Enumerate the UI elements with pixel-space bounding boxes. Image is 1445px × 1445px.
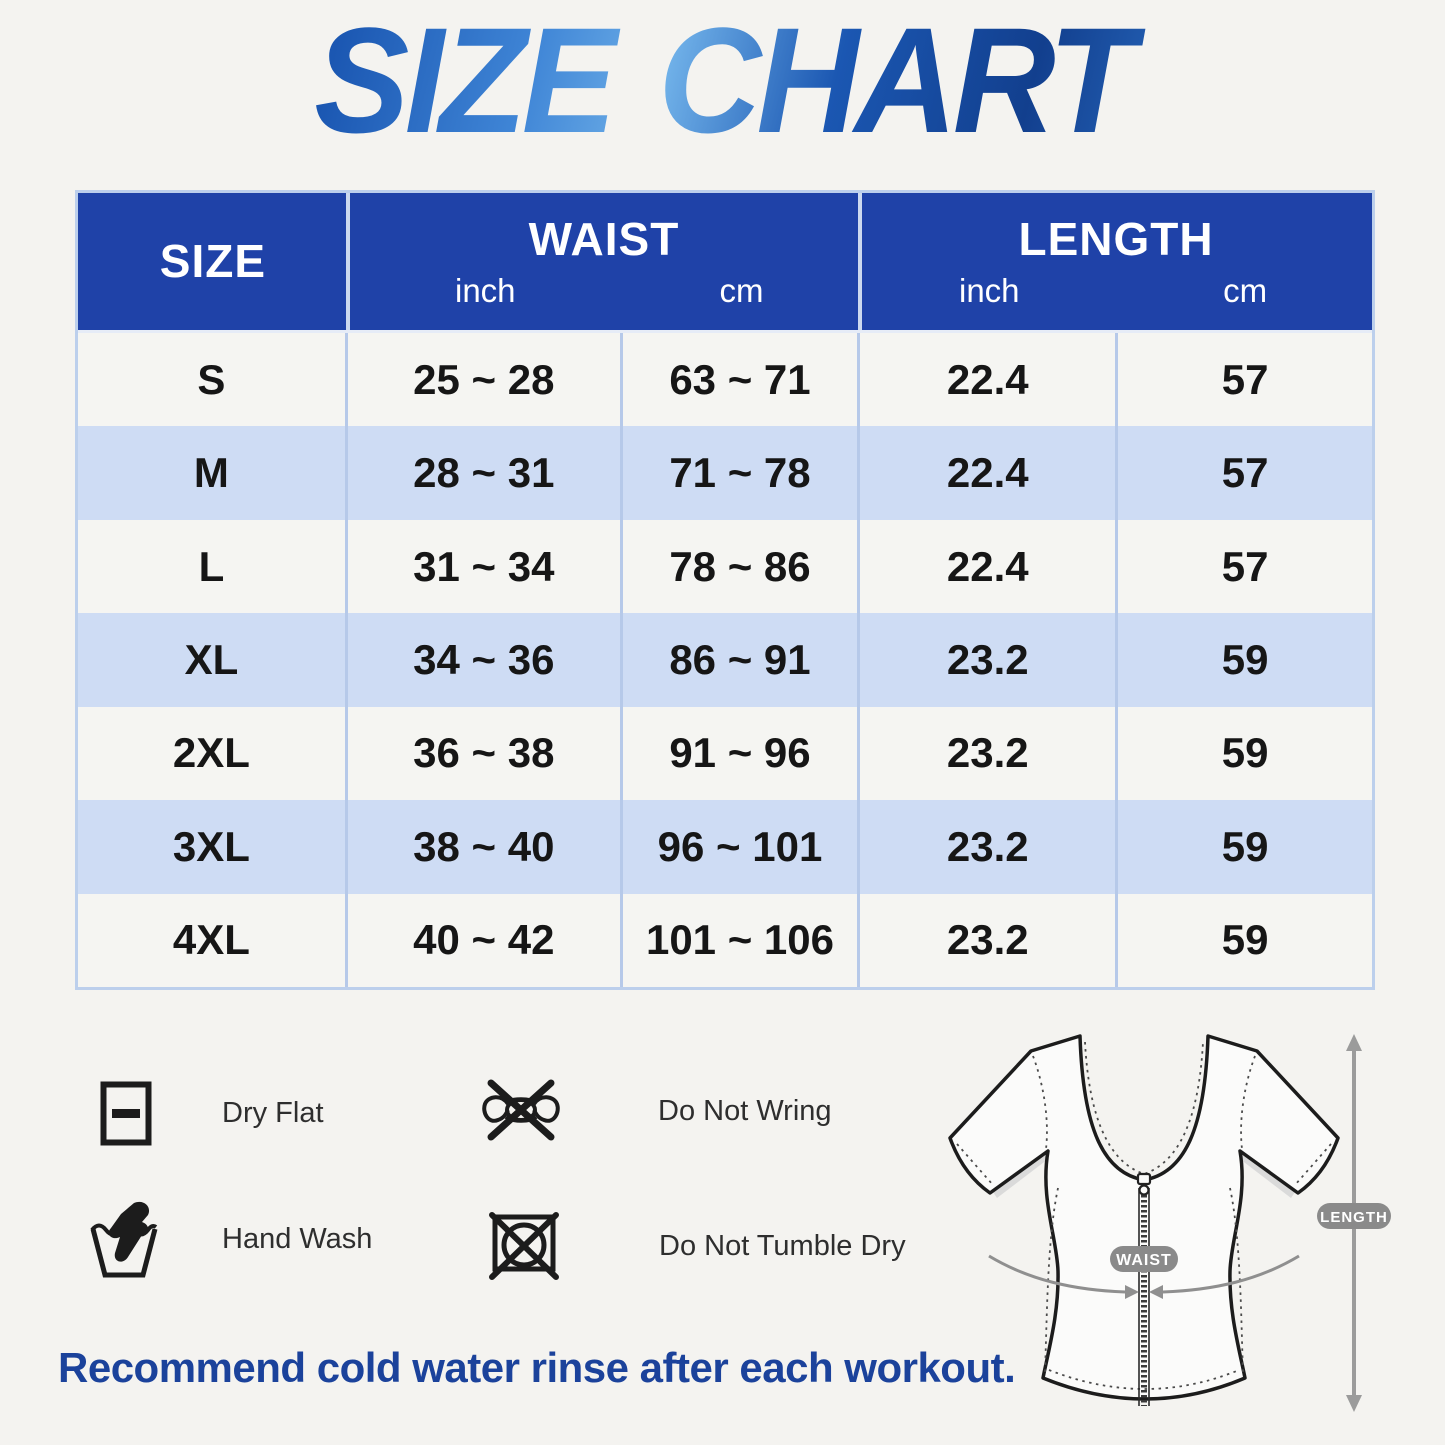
waist-badge-label: WAIST bbox=[1116, 1252, 1172, 1269]
waist-arrow bbox=[988, 1254, 1300, 1299]
zipper bbox=[1136, 1172, 1152, 1406]
waist-inch-cell: 25 ~ 28 bbox=[348, 333, 623, 427]
header-waist-cm: cm bbox=[719, 272, 764, 310]
hand-wash-icon bbox=[90, 1201, 158, 1278]
length-inch-cell: 22.4 bbox=[860, 426, 1119, 520]
table-row: S 25 ~ 28 63 ~ 71 22.4 57 bbox=[78, 333, 1372, 427]
do-not-tumble-dry-icon bbox=[489, 1212, 559, 1280]
length-inch-cell: 23.2 bbox=[860, 800, 1119, 894]
waist-cm-cell: 63 ~ 71 bbox=[623, 333, 861, 427]
garment-illustration: WAIST LENGTH bbox=[948, 1034, 1391, 1412]
length-cm-cell: 59 bbox=[1221, 822, 1269, 870]
waist-cm-cell: 96 ~ 101 bbox=[623, 800, 861, 894]
header-length-inch: inch bbox=[959, 272, 1020, 310]
care-label: Do Not Tumble Dry bbox=[659, 1229, 906, 1262]
length-cm-cell: 59 bbox=[1221, 729, 1269, 777]
table-body: S 25 ~ 28 63 ~ 71 22.4 57 M 28 ~ 31 71 ~… bbox=[78, 333, 1372, 987]
length-inch-cell: 23.2 bbox=[860, 706, 1119, 801]
care-item-do-not-tumble-dry: Do Not Tumble Dry bbox=[488, 1210, 906, 1282]
dry-flat-icon bbox=[100, 1081, 152, 1145]
length-cm-cell: 57 bbox=[1221, 449, 1269, 497]
length-badge-label: LENGTH bbox=[1320, 1209, 1388, 1226]
do-not-wring-icon bbox=[482, 1079, 560, 1141]
care-label: Hand Wash bbox=[222, 1222, 373, 1255]
table-row: 4XL 40 ~ 42 101 ~ 106 23.2 59 bbox=[78, 893, 1372, 987]
table-row: L 31 ~ 34 78 ~ 86 22.4 57 bbox=[78, 519, 1372, 614]
table-row: 3XL 38 ~ 40 96 ~ 101 23.2 59 bbox=[78, 800, 1372, 894]
waist-inch-cell: 40 ~ 42 bbox=[348, 893, 623, 987]
length-badge: LENGTH bbox=[1317, 1203, 1391, 1229]
garment-measure-diagram: WAIST LENGTH bbox=[933, 1028, 1445, 1423]
length-inch-cell: 22.4 bbox=[860, 333, 1119, 427]
care-label: Do Not Wring bbox=[658, 1094, 832, 1127]
care-item-do-not-wring: Do Not Wring bbox=[478, 1075, 832, 1147]
size-cell: 4XL bbox=[78, 893, 348, 987]
header-divider bbox=[858, 193, 863, 330]
waist-cm-cell: 86 ~ 91 bbox=[623, 613, 861, 707]
header-length: LENGTH bbox=[1018, 213, 1214, 266]
waist-inch-cell: 34 ~ 36 bbox=[348, 613, 623, 707]
header-waist: WAIST bbox=[528, 213, 680, 266]
table-row: M 28 ~ 31 71 ~ 78 22.4 57 bbox=[78, 426, 1372, 520]
care-label: Dry Flat bbox=[222, 1096, 324, 1129]
page-title: SIZE CHART bbox=[36, 1, 1409, 160]
waist-inch-cell: 31 ~ 34 bbox=[348, 519, 623, 614]
waist-inch-cell: 36 ~ 38 bbox=[348, 706, 623, 801]
table-header: SIZE WAIST LENGTH inch cm inch cm bbox=[78, 193, 1372, 333]
header-length-cm: cm bbox=[1223, 272, 1268, 310]
care-item-hand-wash: Hand Wash bbox=[90, 1198, 372, 1280]
header-waist-inch: inch bbox=[455, 272, 516, 310]
table-row: XL 34 ~ 36 86 ~ 91 23.2 59 bbox=[78, 613, 1372, 707]
length-cm-cell: 59 bbox=[1221, 635, 1269, 683]
waist-cm-cell: 91 ~ 96 bbox=[623, 706, 861, 801]
table-row: 2XL 36 ~ 38 91 ~ 96 23.2 59 bbox=[78, 706, 1372, 801]
length-inch-cell: 23.2 bbox=[860, 613, 1119, 707]
waist-badge: WAIST bbox=[1110, 1246, 1178, 1272]
size-cell: L bbox=[78, 519, 348, 614]
size-cell: S bbox=[78, 333, 348, 427]
length-cm-cell: 59 bbox=[1221, 916, 1269, 964]
length-inch-cell: 22.4 bbox=[860, 519, 1119, 614]
waist-cm-cell: 71 ~ 78 bbox=[623, 426, 861, 520]
footer-note: Recommend cold water rinse after each wo… bbox=[58, 1344, 1016, 1391]
size-cell: 2XL bbox=[78, 706, 348, 801]
header-size: SIZE bbox=[159, 235, 267, 288]
length-cm-cell: 57 bbox=[1221, 355, 1269, 403]
size-cell: M bbox=[78, 426, 348, 520]
length-cm-cell: 57 bbox=[1221, 542, 1269, 590]
waist-cm-cell: 78 ~ 86 bbox=[623, 519, 861, 614]
waist-inch-cell: 38 ~ 40 bbox=[348, 800, 623, 894]
care-item-dry-flat: Dry Flat bbox=[100, 1078, 324, 1148]
size-cell: XL bbox=[78, 613, 348, 707]
size-cell: 3XL bbox=[78, 800, 348, 894]
waist-inch-cell: 28 ~ 31 bbox=[348, 426, 623, 520]
header-divider bbox=[345, 193, 350, 330]
length-inch-cell: 23.2 bbox=[860, 893, 1119, 987]
waist-cm-cell: 101 ~ 106 bbox=[623, 893, 861, 987]
size-chart-table: SIZE WAIST LENGTH inch cm inch cm S 25 ~… bbox=[75, 190, 1375, 990]
